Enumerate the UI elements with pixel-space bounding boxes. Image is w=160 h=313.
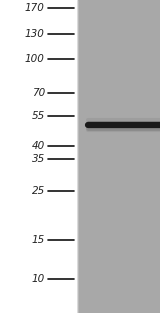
Text: 100: 100 xyxy=(25,54,45,64)
Text: 35: 35 xyxy=(32,154,45,164)
Text: 15: 15 xyxy=(32,235,45,245)
Text: 170: 170 xyxy=(25,3,45,13)
Bar xyxy=(0,0,77,313)
Text: 25: 25 xyxy=(32,186,45,196)
Text: 70: 70 xyxy=(32,88,45,98)
Bar xyxy=(77,0,160,313)
Text: 55: 55 xyxy=(32,111,45,121)
Text: 40: 40 xyxy=(32,141,45,151)
Text: 10: 10 xyxy=(32,274,45,284)
Text: 130: 130 xyxy=(25,29,45,39)
